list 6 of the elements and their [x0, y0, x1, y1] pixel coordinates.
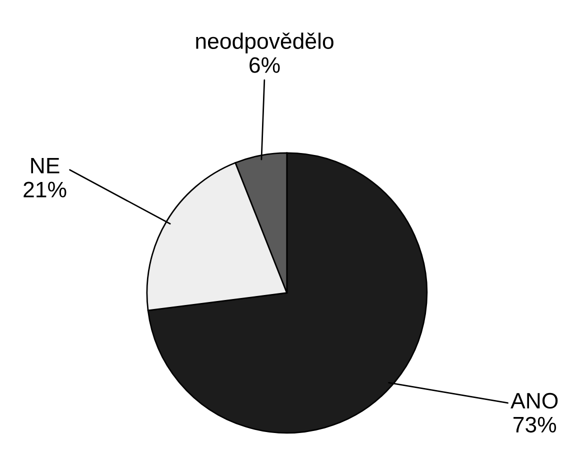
slice-label: NE	[31, 158, 60, 174]
data-label: 21%	[24, 182, 66, 198]
data-label: 73%	[514, 416, 556, 433]
data-label: 6%	[250, 57, 280, 73]
slice-label: neodpovědělo	[196, 32, 334, 54]
slice-label: ANO	[510, 392, 558, 409]
